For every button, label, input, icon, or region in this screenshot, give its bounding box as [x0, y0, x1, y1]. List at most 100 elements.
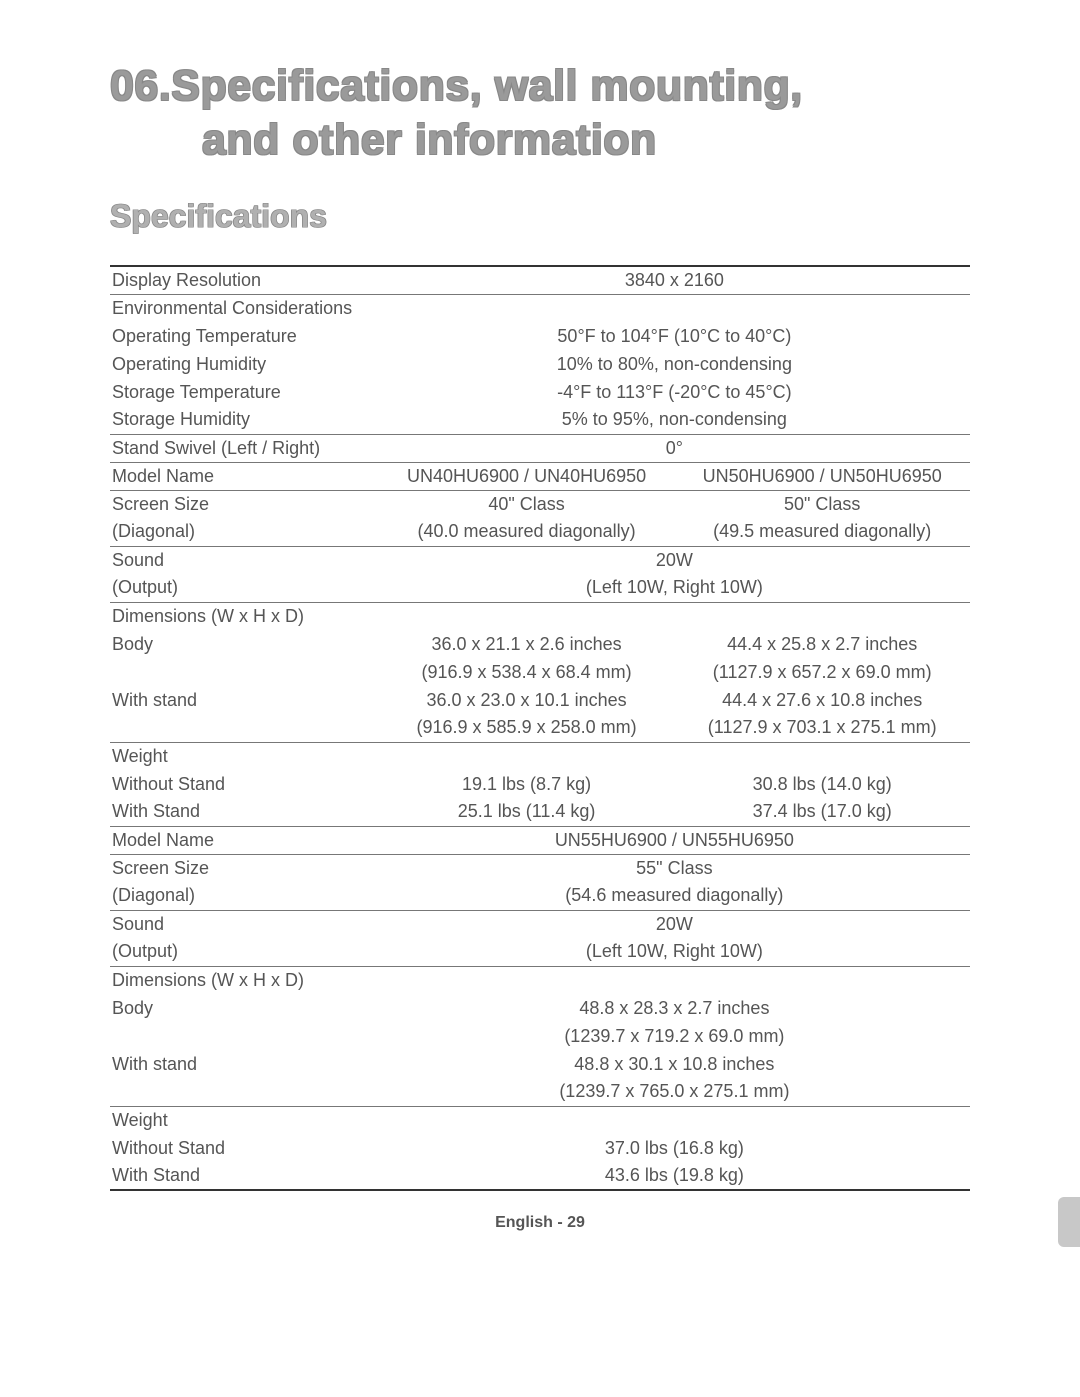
spec-label: Operating Temperature: [110, 322, 379, 350]
spec-value: 3840 x 2160: [379, 266, 970, 295]
table-row: Body48.8 x 28.3 x 2.7 inches: [110, 994, 970, 1022]
table-row: (1239.7 x 765.0 x 275.1 mm): [110, 1078, 970, 1106]
spec-label: [110, 1078, 379, 1106]
spec-value-col2: 37.4 lbs (17.0 kg): [674, 798, 970, 826]
section-title-line2: and other information: [110, 114, 970, 168]
spec-label: Stand Swivel (Left / Right): [110, 434, 379, 462]
section-title-line1: Specifications, wall mounting,: [171, 62, 802, 110]
spec-label: Operating Humidity: [110, 350, 379, 378]
spec-label: Screen Size: [110, 490, 379, 518]
table-row: Display Resolution3840 x 2160: [110, 266, 970, 295]
spec-label: Weight: [110, 742, 379, 770]
spec-label: Storage Temperature: [110, 378, 379, 406]
specifications-table: Display Resolution3840 x 2160Environment…: [110, 265, 970, 1192]
spec-value: (1239.7 x 719.2 x 69.0 mm): [379, 1022, 970, 1050]
spec-label: Without Stand: [110, 770, 379, 798]
spec-value-col2: (1127.9 x 703.1 x 275.1 mm): [674, 714, 970, 742]
table-row: Storage Temperature-4°F to 113°F (-20°C …: [110, 378, 970, 406]
subsection-title: Specifications: [110, 198, 970, 235]
table-row: Model NameUN40HU6900 / UN40HU6950UN50HU6…: [110, 462, 970, 490]
spec-label: Body: [110, 630, 379, 658]
spec-label: [110, 658, 379, 686]
spec-value-col2: [674, 742, 970, 770]
table-row: Model NameUN55HU6900 / UN55HU6950: [110, 826, 970, 854]
spec-label: Display Resolution: [110, 266, 379, 295]
spec-value-col1: (40.0 measured diagonally): [379, 518, 675, 546]
spec-value-col1: 19.1 lbs (8.7 kg): [379, 770, 675, 798]
table-row: Sound20W: [110, 546, 970, 574]
spec-label: (Output): [110, 938, 379, 966]
spec-value-col2: (49.5 measured diagonally): [674, 518, 970, 546]
spec-label: With stand: [110, 686, 379, 714]
table-row: Dimensions (W x H x D): [110, 602, 970, 630]
table-row: With Stand43.6 lbs (19.8 kg): [110, 1162, 970, 1190]
spec-label: Model Name: [110, 462, 379, 490]
spec-value-col1: 36.0 x 21.1 x 2.6 inches: [379, 630, 675, 658]
spec-value-col1: (916.9 x 538.4 x 68.4 mm): [379, 658, 675, 686]
spec-value-col2: [674, 602, 970, 630]
spec-value: (Left 10W, Right 10W): [379, 574, 970, 602]
table-row: Body36.0 x 21.1 x 2.6 inches44.4 x 25.8 …: [110, 630, 970, 658]
table-row: With stand36.0 x 23.0 x 10.1 inches44.4 …: [110, 686, 970, 714]
spec-label: With stand: [110, 1050, 379, 1078]
spec-label: Model Name: [110, 826, 379, 854]
spec-value: -4°F to 113°F (-20°C to 45°C): [379, 378, 970, 406]
spec-value-col2: UN50HU6900 / UN50HU6950: [674, 462, 970, 490]
table-row: (916.9 x 585.9 x 258.0 mm)(1127.9 x 703.…: [110, 714, 970, 742]
spec-label: Screen Size: [110, 854, 379, 882]
spec-value-col1: [379, 742, 675, 770]
section-title: 06.Specifications, wall mounting, and ot…: [110, 60, 970, 168]
spec-label: Dimensions (W x H x D): [110, 602, 379, 630]
table-row: Environmental Considerations: [110, 294, 970, 322]
side-tab: [1058, 1197, 1080, 1247]
spec-value-col1: 25.1 lbs (11.4 kg): [379, 798, 675, 826]
table-row: Weight: [110, 742, 970, 770]
spec-label: Storage Humidity: [110, 406, 379, 434]
table-row: Stand Swivel (Left / Right)0°: [110, 434, 970, 462]
table-row: Without Stand37.0 lbs (16.8 kg): [110, 1134, 970, 1162]
spec-label: (Diagonal): [110, 882, 379, 910]
spec-value: 48.8 x 30.1 x 10.8 inches: [379, 1050, 970, 1078]
spec-label: Dimensions (W x H x D): [110, 966, 379, 994]
spec-value: 10% to 80%, non-condensing: [379, 350, 970, 378]
table-row: (916.9 x 538.4 x 68.4 mm)(1127.9 x 657.2…: [110, 658, 970, 686]
table-row: Without Stand19.1 lbs (8.7 kg)30.8 lbs (…: [110, 770, 970, 798]
table-row: (Diagonal)(40.0 measured diagonally)(49.…: [110, 518, 970, 546]
table-row: Dimensions (W x H x D): [110, 966, 970, 994]
table-row: Screen Size40" Class50" Class: [110, 490, 970, 518]
spec-value-col1: [379, 602, 675, 630]
spec-value-col2: 44.4 x 25.8 x 2.7 inches: [674, 630, 970, 658]
section-number: 06.: [110, 62, 171, 110]
spec-value: 20W: [379, 910, 970, 938]
table-row: Screen Size55" Class: [110, 854, 970, 882]
page-footer: English - 29: [495, 1214, 585, 1232]
spec-value: (Left 10W, Right 10W): [379, 938, 970, 966]
footer-language: English: [495, 1214, 553, 1231]
spec-value: 0°: [379, 434, 970, 462]
spec-label: Body: [110, 994, 379, 1022]
table-row: With Stand25.1 lbs (11.4 kg)37.4 lbs (17…: [110, 798, 970, 826]
spec-value-col2: (1127.9 x 657.2 x 69.0 mm): [674, 658, 970, 686]
spec-value: 55" Class: [379, 854, 970, 882]
table-row: (Diagonal)(54.6 measured diagonally): [110, 882, 970, 910]
table-row: Storage Humidity5% to 95%, non-condensin…: [110, 406, 970, 434]
spec-label: [110, 714, 379, 742]
spec-value-col2: 44.4 x 27.6 x 10.8 inches: [674, 686, 970, 714]
spec-value: 43.6 lbs (19.8 kg): [379, 1162, 970, 1190]
table-row: Sound20W: [110, 910, 970, 938]
spec-value: 5% to 95%, non-condensing: [379, 406, 970, 434]
footer-sep: -: [553, 1214, 567, 1231]
spec-value: [379, 1106, 970, 1134]
spec-label: With Stand: [110, 1162, 379, 1190]
spec-label: (Output): [110, 574, 379, 602]
spec-label: Sound: [110, 546, 379, 574]
table-row: With stand48.8 x 30.1 x 10.8 inches: [110, 1050, 970, 1078]
footer-page: 29: [567, 1214, 585, 1231]
table-row: (1239.7 x 719.2 x 69.0 mm): [110, 1022, 970, 1050]
table-row: (Output)(Left 10W, Right 10W): [110, 574, 970, 602]
spec-value-col1: UN40HU6900 / UN40HU6950: [379, 462, 675, 490]
spec-value: 48.8 x 28.3 x 2.7 inches: [379, 994, 970, 1022]
spec-value-col1: 36.0 x 23.0 x 10.1 inches: [379, 686, 675, 714]
spec-label: Weight: [110, 1106, 379, 1134]
spec-value: [379, 966, 970, 994]
